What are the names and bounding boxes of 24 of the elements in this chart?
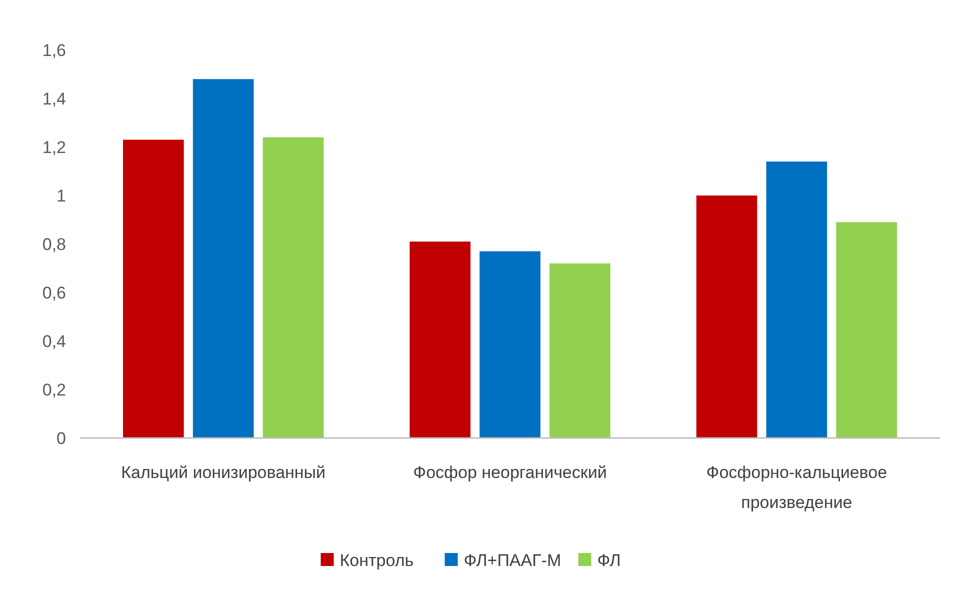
bar — [836, 222, 897, 438]
bar — [123, 140, 184, 438]
bar — [766, 162, 828, 438]
bar — [410, 242, 470, 438]
y-tick-label: 1,4 — [42, 89, 66, 108]
bar — [262, 137, 324, 438]
y-tick-label: 0,2 — [42, 380, 66, 400]
x-tick-label: Фосфор неорганический — [413, 463, 607, 482]
legend-label: ФЛ+ПААГ-М — [464, 550, 562, 570]
y-tick-label: 1 — [56, 186, 66, 206]
y-tick-label: 1,2 — [42, 138, 66, 157]
bar — [480, 251, 540, 438]
y-tick-label: 1,6 — [42, 40, 66, 60]
y-tick-label: 0 — [56, 428, 66, 448]
legend-label: Контроль — [340, 550, 414, 570]
bar — [550, 263, 610, 438]
bar — [192, 79, 254, 438]
legend-label: ФЛ — [597, 550, 621, 570]
y-tick-label: 0,4 — [42, 332, 66, 351]
y-tick-label: 0,6 — [42, 283, 66, 302]
bar — [696, 196, 758, 438]
x-tick-label: Кальций ионизированный — [121, 463, 326, 482]
y-tick-label: 0,8 — [42, 234, 66, 254]
x-tick-label: Фосфорно-кальциевое произведение — [706, 463, 888, 512]
